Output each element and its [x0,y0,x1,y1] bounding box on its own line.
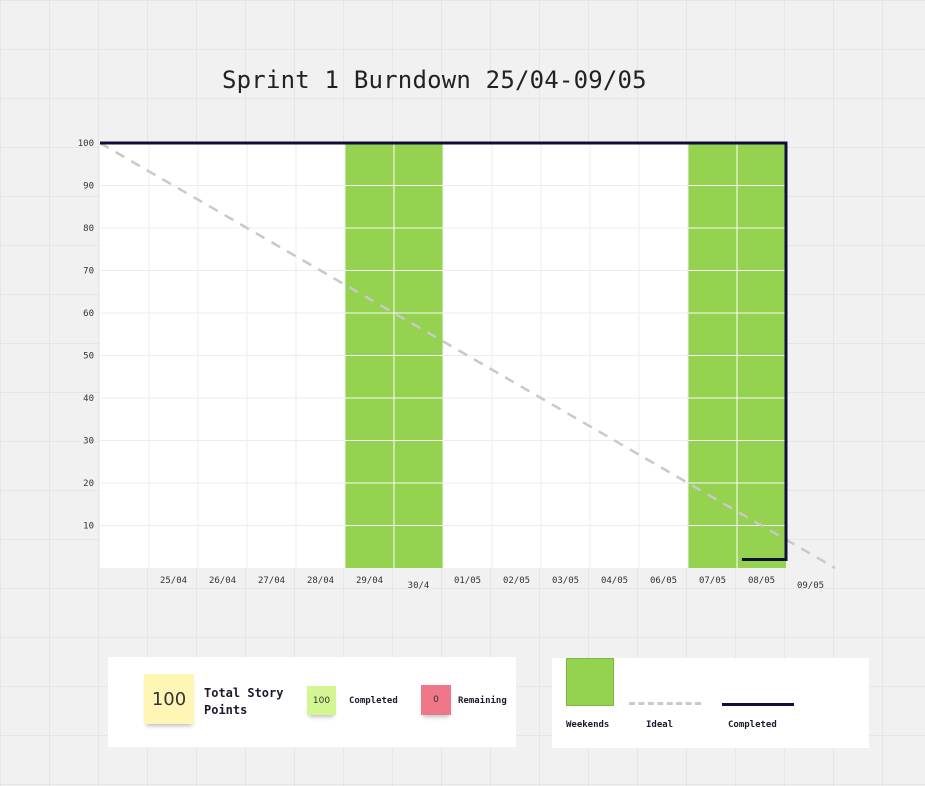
y-tick-label: 80 [83,224,94,234]
y-tick-label: 100 [78,139,94,149]
y-tick-label: 90 [83,182,94,192]
total-story-points-label: Total Story Points [204,686,284,717]
y-tick-label: 50 [83,352,94,362]
series-completed [100,141,788,561]
y-tick-label: 20 [83,479,94,489]
x-tick-label: 25/04 [160,576,187,586]
x-tick-label: 01/05 [454,576,481,586]
x-tick-label: 28/04 [307,576,334,586]
legend-weekend-swatch [566,658,614,706]
y-tick-label: 30 [83,437,94,447]
remaining-points-sticky[interactable]: 0 [421,685,451,715]
x-tick-label: 26/04 [209,576,236,586]
x-tick-label: 04/05 [601,576,628,586]
x-tick-label: 07/05 [699,576,726,586]
x-tick-label: 02/05 [503,576,530,586]
series-ideal [99,141,836,570]
legend-ideal-line [629,702,701,705]
y-tick-label: 10 [83,522,94,532]
legend-ideal-label: Ideal [646,720,674,730]
chart-title: Sprint 1 Burndown 25/04-09/05 [222,66,647,94]
remaining-label: Remaining [458,696,507,706]
legend-completed-line [722,703,794,706]
x-tick-label: 08/05 [748,576,775,586]
x-tick-label: 27/04 [258,576,285,586]
completed-points-sticky[interactable]: 100 [307,686,336,715]
total-story-points-sticky[interactable]: 100 [144,674,194,724]
legend-weekends-label: Weekends [566,720,610,730]
summary-panel: 100 Total Story Points 100 Completed 0 R… [108,657,516,747]
x-tick-label: 06/05 [650,576,677,586]
legend-panel: Weekends Ideal Completed [552,658,869,748]
x-tick-label: 29/04 [356,576,383,586]
x-tick-label: 30/4 [408,581,430,591]
completed-label: Completed [349,696,398,706]
y-tick-label: 60 [83,309,94,319]
x-tick-label: 03/05 [552,576,579,586]
x-tick-label: 09/05 [797,581,824,591]
legend-completed-label: Completed [728,720,777,730]
y-tick-label: 70 [83,267,94,277]
y-tick-label: 40 [83,394,94,404]
